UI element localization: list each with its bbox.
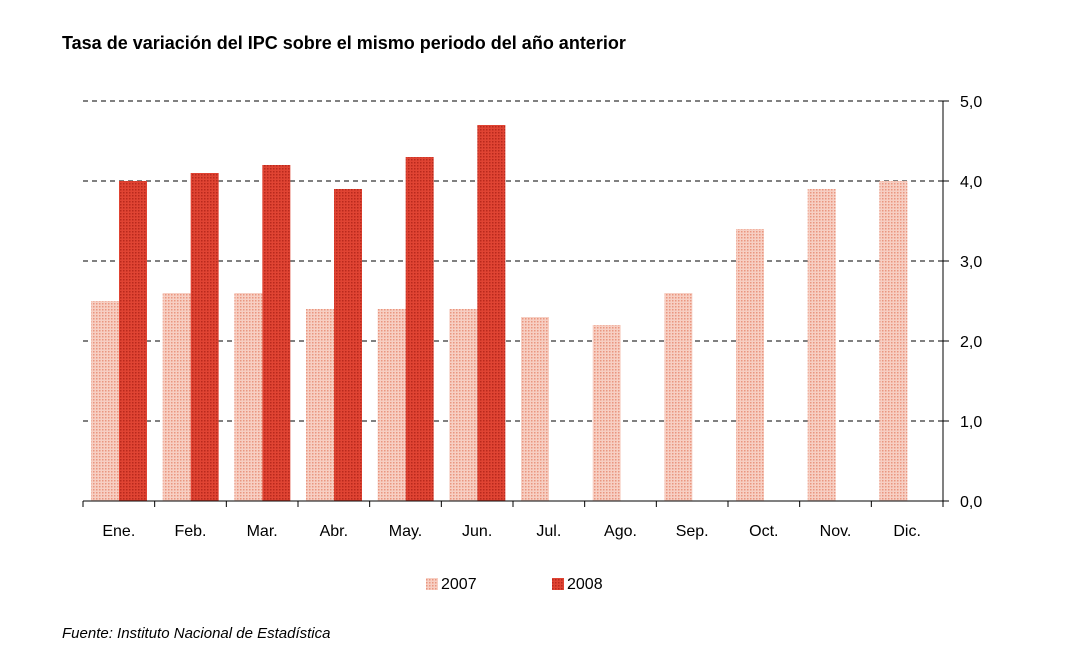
- bar-2008-abr: [334, 189, 362, 501]
- bar-2007-ago: [592, 325, 621, 501]
- legend-swatch-2007: [426, 578, 438, 590]
- x-tick-label: Dic.: [893, 523, 921, 540]
- y-tick-label: 4,0: [960, 174, 982, 191]
- x-tick-label: Abr.: [320, 523, 348, 540]
- bar-2008-may: [405, 157, 434, 501]
- x-tick-label: Jul.: [536, 523, 561, 540]
- y-tick-label: 2,0: [960, 334, 982, 351]
- bar-2007-mar: [234, 293, 263, 501]
- x-tick-label: Mar.: [247, 523, 278, 540]
- legend-label-2008: 2008: [567, 576, 603, 593]
- bar-2007-dic: [879, 181, 908, 501]
- bar-2008-jun: [477, 125, 506, 501]
- x-tick-label: Ago.: [604, 523, 637, 540]
- bar-2007-sep: [664, 293, 693, 501]
- y-tick-label: 5,0: [960, 94, 982, 111]
- bar-2007-oct: [736, 229, 764, 501]
- x-tick-label: Nov.: [820, 523, 852, 540]
- bar-2007-jun: [449, 309, 478, 501]
- x-tick-label: Sep.: [676, 523, 709, 540]
- bar-2007-abr: [306, 309, 334, 501]
- bar-2008-mar: [262, 165, 291, 501]
- bar-2007-may: [377, 309, 406, 501]
- chart-title: Tasa de variación del IPC sobre el mismo…: [62, 33, 626, 53]
- x-tick-label: Jun.: [462, 523, 492, 540]
- x-tick-label: Ene.: [102, 523, 135, 540]
- y-tick-label: 1,0: [960, 414, 982, 431]
- bar-2007-ene: [91, 301, 119, 501]
- bar-2008-ene: [119, 181, 147, 501]
- legend-label-2007: 2007: [441, 576, 477, 593]
- bar-2007-jul: [521, 317, 549, 501]
- source-note: Fuente: Instituto Nacional de Estadístic…: [62, 625, 331, 642]
- legend-swatch-2008: [552, 578, 564, 590]
- bar-2008-feb: [190, 173, 219, 501]
- x-tick-label: May.: [389, 523, 422, 540]
- bar-2007-feb: [162, 293, 191, 501]
- x-tick-label: Oct.: [749, 523, 778, 540]
- x-tick-label: Feb.: [174, 523, 206, 540]
- y-tick-label: 3,0: [960, 254, 982, 271]
- bar-2007-nov: [807, 189, 836, 501]
- y-tick-label: 0,0: [960, 494, 982, 511]
